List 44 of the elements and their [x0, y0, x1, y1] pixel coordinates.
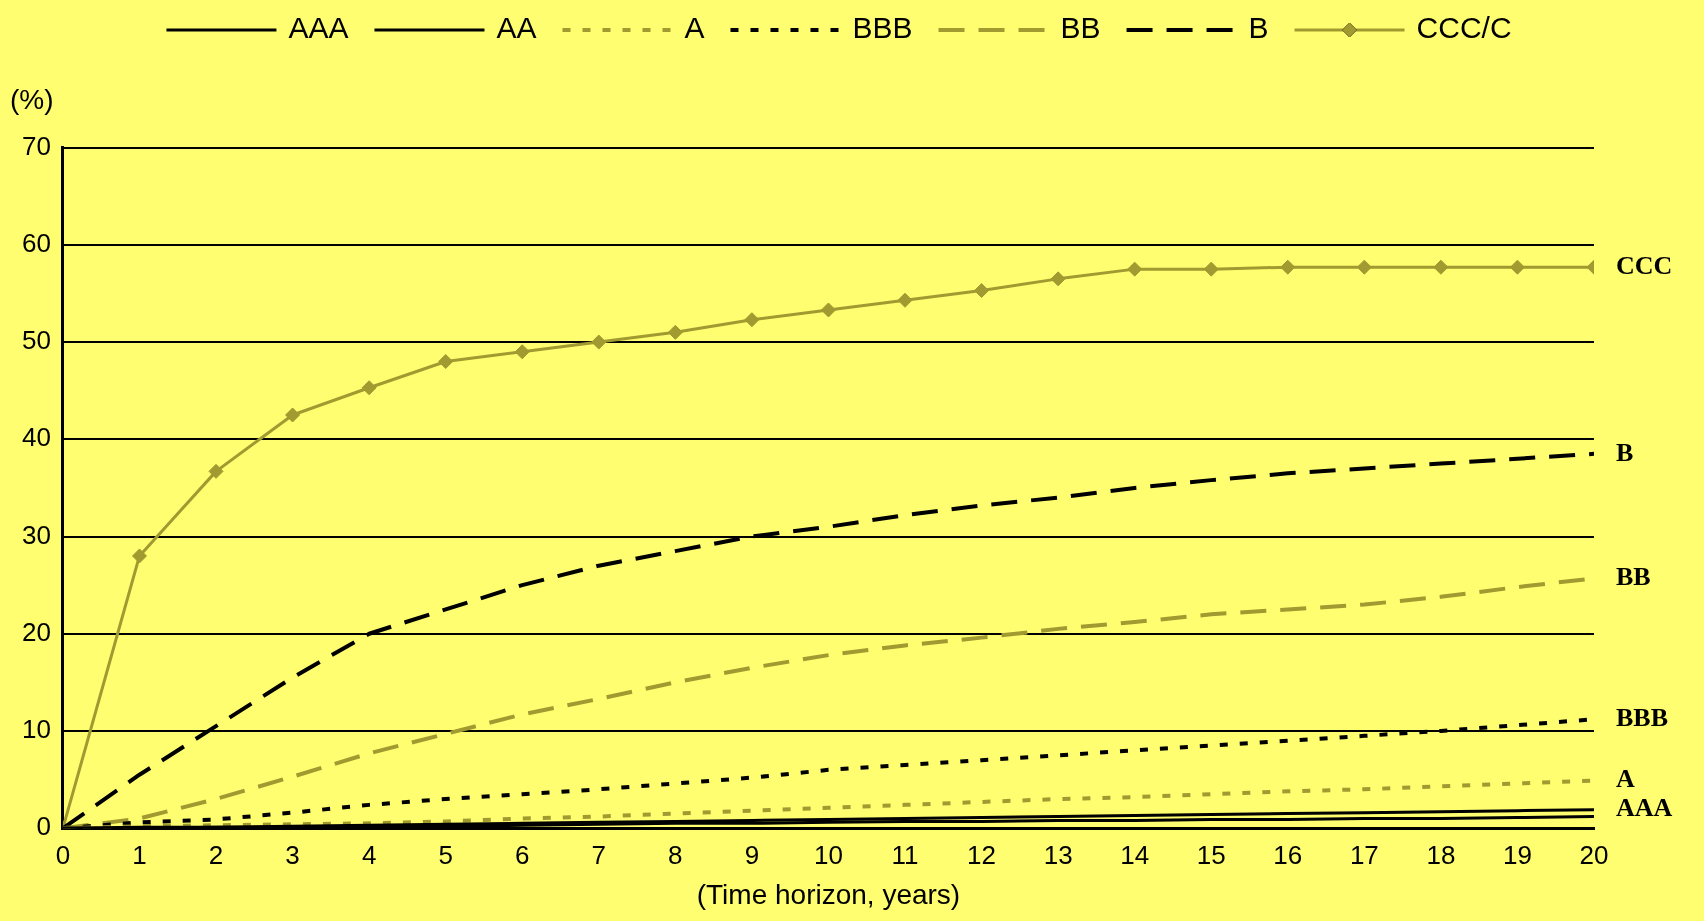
text: B — [1616, 437, 1634, 467]
y-tick-label: 20 — [22, 616, 51, 647]
text: BB — [1616, 562, 1651, 592]
x-tick-label: 5 — [438, 839, 453, 870]
x-tick-label: 0 — [55, 839, 71, 870]
x-tick-label: 1 — [132, 839, 147, 870]
y-tick-label: 0 — [36, 811, 51, 842]
legend-label: AAA — [288, 11, 349, 45]
x-tick-label: 16 — [1273, 839, 1303, 870]
x-tick-label: 3 — [285, 839, 300, 870]
x-tick-label: 15 — [1196, 839, 1226, 870]
y-tick-label: 10 — [22, 714, 51, 745]
x-tick-label: 2 — [208, 839, 224, 870]
text: A — [1616, 764, 1635, 794]
legend-label: AA — [496, 11, 537, 45]
x-tick-label: 4 — [361, 839, 377, 870]
legend-label: A — [684, 11, 705, 45]
x-tick-label: 14 — [1120, 839, 1150, 870]
x-tick-label: 18 — [1426, 839, 1456, 870]
x-tick-label: 12 — [967, 839, 997, 870]
x-tick-label: 8 — [668, 839, 683, 870]
x-tick-label: 9 — [744, 839, 760, 870]
legend-label: BB — [1060, 11, 1101, 45]
text: AAA — [1616, 793, 1673, 823]
x-tick-label: 13 — [1043, 839, 1073, 870]
y-tick-label: 40 — [22, 422, 51, 453]
x-tick-label: 6 — [515, 839, 530, 870]
y-tick-label: 60 — [22, 228, 51, 258]
y-tick-label: 50 — [22, 325, 51, 356]
y-axis-title: (%) — [10, 83, 54, 115]
text: BBB — [1616, 703, 1669, 733]
x-tick-label: 17 — [1349, 839, 1379, 870]
x-tick-label: 10 — [814, 839, 843, 870]
y-tick-label: 70 — [22, 130, 51, 161]
legend-label: B — [1248, 11, 1269, 45]
x-tick-label: 11 — [891, 839, 919, 870]
text: CCC — [1616, 250, 1673, 280]
y-tick-label: 30 — [22, 519, 51, 550]
x-tick-label: 20 — [1579, 839, 1609, 870]
x-tick-label: 19 — [1502, 839, 1532, 870]
legend-label: BBB — [852, 11, 913, 45]
x-tick-label: 7 — [591, 839, 607, 870]
legend-label: CCC/C — [1416, 11, 1512, 45]
x-axis-title: (Time horizon, years) — [696, 878, 961, 910]
